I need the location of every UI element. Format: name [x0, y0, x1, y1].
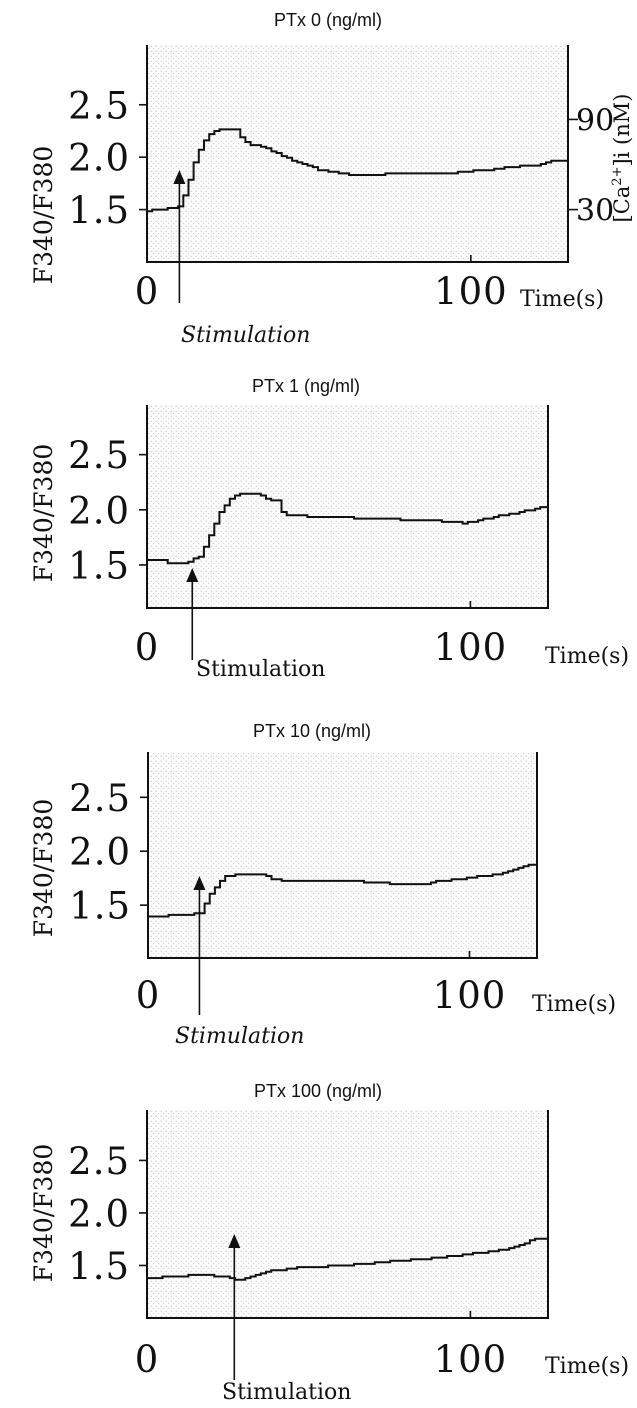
stimulation-arrow — [173, 170, 186, 303]
calcium-trace-line — [147, 1237, 548, 1281]
x-axis-label: Time(s) — [545, 1354, 629, 1379]
plot-background — [147, 1110, 548, 1318]
y-tick-label: 2.0 — [69, 831, 131, 874]
y-tick-label: 2.5 — [69, 777, 131, 820]
stimulation-label: Stimulation — [222, 1380, 351, 1405]
y-tick-label: 1.5 — [68, 189, 130, 232]
plot-background — [147, 45, 568, 262]
y-tick-label: 1.5 — [68, 1245, 130, 1288]
y-tick-label: 2.5 — [68, 1140, 130, 1183]
chart-title: PTx 100 (ng/ml) — [254, 1081, 382, 1101]
y-tick-label: 2.0 — [68, 489, 130, 532]
arrow-head-icon — [228, 1234, 241, 1248]
y-tick-label: 1.5 — [69, 885, 131, 928]
y-tick-label: 2.0 — [68, 137, 130, 180]
y-axis-label: F340/F380 — [29, 444, 58, 583]
calcium-trace-line — [147, 492, 548, 565]
stimulation-arrow — [193, 876, 206, 1015]
calcium-trace-line — [147, 128, 568, 213]
right-y-tick-label: 30 — [576, 194, 614, 229]
y-axis-label: F340/F380 — [29, 799, 58, 938]
chart-title: PTx 0 (ng/ml) — [274, 10, 382, 30]
y-tick-label: 2.5 — [68, 434, 130, 477]
chart-panel-3: PTx 10 (ng/ml) 2.5 2.0 1.5 0 100 F340/F380 Time… — [29, 721, 616, 1049]
x-tick-label: 0 — [135, 1338, 160, 1381]
y-tick-label: 1.5 — [68, 544, 130, 587]
arrow-head-icon — [173, 170, 186, 184]
chart-title: PTx 10 (ng/ml) — [253, 721, 371, 741]
x-tick-label: 100 — [434, 626, 508, 669]
x-tick-label: 100 — [434, 270, 508, 313]
plot-background — [147, 405, 548, 608]
chart-title: PTx 1 (ng/ml) — [252, 376, 360, 396]
y-tick-label: 2.5 — [68, 84, 130, 127]
y-axis-label: F340/F380 — [29, 146, 58, 285]
stimulation-label: Stimulation — [196, 657, 325, 682]
x-axis-label: Time(s) — [532, 992, 616, 1017]
right-y-tick-label: 90 — [576, 103, 614, 138]
x-tick-label: 0 — [135, 626, 160, 669]
x-tick-label: 0 — [136, 974, 161, 1017]
stimulation-arrow — [186, 568, 199, 660]
superscript-charge: 2+ — [610, 167, 625, 186]
stimulation-label: Stimulation — [181, 323, 310, 348]
y-tick-label: 2.0 — [68, 1192, 130, 1235]
calcium-trace-line — [148, 863, 537, 918]
x-tick-label: 100 — [433, 974, 507, 1017]
x-tick-label: 0 — [135, 270, 160, 313]
stimulation-label: Stimulation — [175, 1024, 304, 1049]
x-axis-label: Time(s) — [545, 644, 629, 669]
y-axis-label: F340/F380 — [29, 1144, 58, 1283]
arrow-head-icon — [186, 568, 199, 582]
right-axis-label: [Ca2+]i (nM) — [610, 94, 634, 223]
arrow-head-icon — [193, 876, 206, 890]
chart-panel-1: PTx 0 (ng/ml) 2.5 2.0 1.50 100 F340/F380 Time(… — [29, 10, 634, 348]
plot-background — [148, 752, 537, 958]
chart-panel-4: PTx 100 (ng/ml) 2.5 2.0 1.5 0 100 F340/F380 Tim… — [29, 1081, 629, 1405]
stimulation-arrow — [228, 1234, 241, 1380]
x-tick-label: 100 — [434, 1338, 508, 1381]
right-axis-label-part: [Ca — [610, 186, 634, 223]
right-axis-label-part: ]i (nM) — [610, 94, 634, 167]
chart-panel-2: PTx 1 (ng/ml) 2.5 2.0 1.50 100 F340/F380 Time(… — [29, 376, 629, 682]
x-axis-label: Time(s) — [520, 287, 604, 312]
